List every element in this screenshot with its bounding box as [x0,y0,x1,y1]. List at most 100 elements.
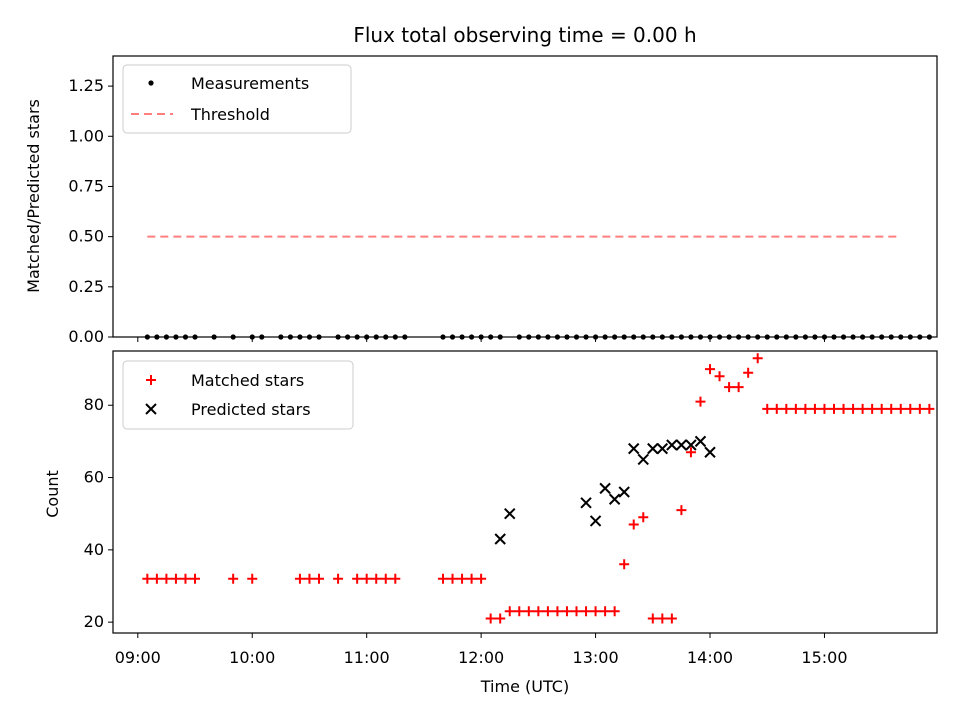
bottom-ytick-label: 20 [84,612,104,631]
predicted-star-marker [694,435,707,448]
measurement-point [516,334,522,340]
legend-measurements-label: Measurements [191,74,309,93]
measurement-point [688,334,694,340]
matched-star-marker [905,403,916,414]
measurement-point [564,334,570,340]
legend-matched-marker [146,375,156,385]
measurement-point [526,334,532,340]
measurement-point [612,334,618,340]
matched-star-marker [485,613,496,624]
matched-star-marker [437,573,448,584]
predicted-star-marker [589,515,602,527]
measurement-point [345,334,351,340]
measurement-point [335,334,341,340]
matched-star-marker [361,573,372,584]
matched-star-marker [705,364,716,375]
measurement-point [726,334,732,340]
matched-star-marker [867,403,878,414]
bottom-plot-frame [112,350,938,634]
measurement-point [640,334,646,340]
matched-star-marker [886,403,897,414]
bottom-xtick-label: 09:00 [115,648,161,667]
matched-star-marker [781,403,792,414]
measurement-point [793,334,799,340]
matched-star-marker [857,403,868,414]
predicted-star-marker [675,439,688,451]
measurement-point [259,334,265,340]
matched-star-marker [314,573,324,584]
measurement-point [173,334,179,340]
matched-star-marker [638,512,649,523]
bottom-ytick-label: 80 [84,395,104,414]
predicted-star-marker [618,486,630,498]
predicted-star-marker [656,442,669,455]
matched-star-marker [771,403,782,414]
matched-star-marker [180,573,191,584]
predicted-star-marker [704,446,716,458]
top-legend-box [122,64,352,134]
measurement-point [898,334,904,340]
predicted-star-marker [628,442,640,455]
measurement-point [917,334,923,340]
matched-star-marker [924,403,935,414]
top-ylabel: Matched/Predicted stars [24,99,43,293]
measurement-point [745,334,751,340]
measurement-point [488,334,494,340]
matched-star-marker [571,606,582,617]
matched-star-marker [628,519,639,530]
matched-star-marker [876,403,887,414]
legend-predicted-label: Predicted stars [191,400,311,419]
bottom-ylabel: Count [43,470,62,518]
matched-star-marker [800,403,811,414]
measurement-point [850,334,856,340]
measurement-point [650,334,656,340]
measurement-point [459,334,465,340]
matched-star-marker [333,573,344,584]
matched-star-marker [743,367,754,378]
matched-star-marker [552,606,563,617]
matched-star-marker [380,573,391,584]
matched-star-marker [581,606,592,617]
measurement-point [278,334,284,340]
measurement-point [860,334,866,340]
matched-star-marker [838,403,849,414]
legend-predicted-marker [145,403,157,415]
measurement-point [249,334,255,340]
matched-star-marker [190,573,201,584]
predicted-star-marker [599,482,611,495]
predicted-star-marker [685,439,697,451]
matched-star-marker [294,573,305,584]
matched-star-marker [685,447,696,458]
measurement-point [478,334,484,340]
top-ytick-label: 0.75 [68,176,104,195]
matched-star-marker [657,613,668,624]
measurement-point [659,334,665,340]
measurement-point [154,334,160,340]
matched-star-marker [371,573,382,584]
matched-star-marker [561,606,572,617]
measurement-point [621,334,627,340]
predicted-star-marker [666,439,678,451]
measurement-point [879,334,885,340]
measurement-point [602,334,608,340]
bottom-xtick-label: 12:00 [458,648,504,667]
top-ytick-label: 1.00 [68,126,104,145]
measurement-point [402,334,408,340]
bottom-ytick-label: 40 [84,540,104,559]
top-plot-frame [112,55,938,338]
top-ytick-label: 0.25 [68,277,104,296]
matched-star-marker [476,573,487,584]
measurement-point [192,334,198,340]
matched-star-marker [542,606,553,617]
legend-matched-label: Matched stars [191,371,304,390]
measurement-point [678,334,685,340]
measurement-point [774,334,780,340]
matched-star-marker [895,403,906,414]
measurement-point [364,334,370,340]
matched-star-marker [170,573,181,584]
matched-star-marker [151,573,162,584]
measurement-point [812,334,818,340]
matched-star-marker [819,403,830,414]
